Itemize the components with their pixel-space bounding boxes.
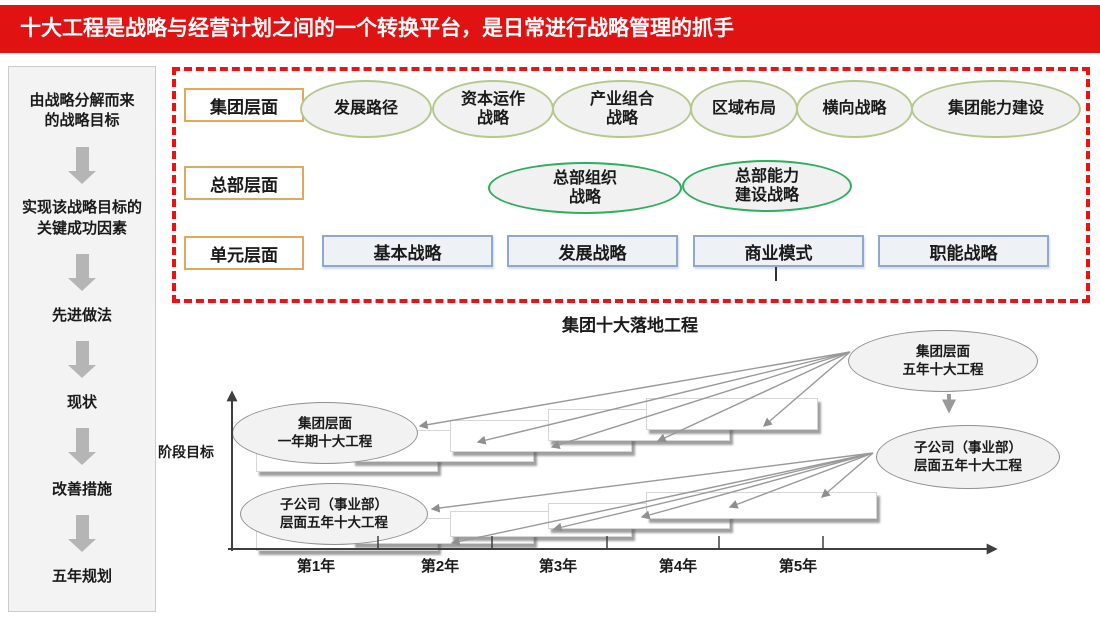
x-tick-year3: 第3年 bbox=[538, 558, 578, 575]
sidebar-step-five-year-plan: 五年规划 bbox=[51, 567, 112, 585]
sidebar-step-improvements: 改善措施 bbox=[51, 480, 112, 498]
ellipse-regional-layout: 区域布局 bbox=[690, 80, 798, 138]
upper-stair-step-5 bbox=[646, 398, 818, 430]
rect-basic-strategy: 基本战略 bbox=[322, 235, 493, 267]
strategy-matrix-box bbox=[172, 67, 1090, 303]
ellipse-portfolio-strategy: 产业组合 战略 bbox=[552, 80, 692, 138]
strategy-process-sidebar: 由战略分解而来 的战略目标 实现该战略目标的 关键成功因素 先进做法 现状 改善… bbox=[8, 66, 156, 612]
title-banner: 十大工程是战略与经营计划之间的一个转换平台，是日常进行战略管理的抓手 bbox=[0, 5, 1100, 53]
lower-stair-step-5 bbox=[646, 492, 877, 519]
ellipse-hq-organization: 总部组织 战略 bbox=[488, 162, 682, 214]
bubble-subsidiary-right: 子公司（事业部） 层面五年十大工程 bbox=[876, 425, 1060, 489]
ellipse-hq-capability: 总部能力 建设战略 bbox=[682, 160, 852, 212]
level-label-headquarters: 总部层面 bbox=[184, 166, 304, 200]
level-label-group: 集团层面 bbox=[184, 88, 304, 122]
x-tick-year1: 第1年 bbox=[296, 558, 336, 575]
down-arrow-icon bbox=[75, 146, 89, 171]
chart-title: 集团十大落地工程 bbox=[562, 316, 698, 335]
sidebar-step-best-practice: 先进做法 bbox=[51, 306, 112, 324]
sidebar-step-strategy-goals: 由战略分解而来 的战略目标 bbox=[29, 92, 135, 130]
down-arrow-icon bbox=[75, 341, 89, 366]
x-tick-year4: 第4年 bbox=[658, 558, 698, 575]
sidebar-step-key-success-factors: 实现该战略目标的 关键成功因素 bbox=[21, 199, 142, 237]
sidebar-step-current-state: 现状 bbox=[66, 393, 97, 411]
down-arrow-icon bbox=[75, 428, 89, 453]
level-label-unit: 单元层面 bbox=[184, 236, 304, 270]
bubble-group-one-year: 集团层面 一年期十大工程 bbox=[232, 402, 418, 464]
y-axis-label: 阶段目标 bbox=[158, 444, 214, 460]
ellipse-horizontal-strategy: 横向战略 bbox=[796, 80, 913, 138]
down-arrow-icon bbox=[75, 515, 89, 540]
ellipse-development-path: 发展路径 bbox=[300, 80, 432, 138]
bubble-subsidiary-left: 子公司（事业部） 层面五年十大工程 bbox=[240, 483, 428, 545]
ellipse-group-capability: 集团能力建设 bbox=[911, 80, 1081, 138]
rect-development-strategy: 发展战略 bbox=[507, 235, 678, 267]
connector-tick bbox=[775, 267, 777, 281]
bubble-group-five-year: 集团层面 五年十大工程 bbox=[848, 330, 1038, 392]
ellipse-capital-operation: 资本运作 战略 bbox=[432, 80, 554, 138]
rect-business-model: 商业模式 bbox=[693, 235, 864, 267]
down-arrow-icon bbox=[75, 254, 89, 279]
x-tick-year5: 第5年 bbox=[778, 558, 818, 575]
x-tick-year2: 第2年 bbox=[420, 558, 460, 575]
rect-functional-strategy: 职能战略 bbox=[878, 235, 1049, 267]
